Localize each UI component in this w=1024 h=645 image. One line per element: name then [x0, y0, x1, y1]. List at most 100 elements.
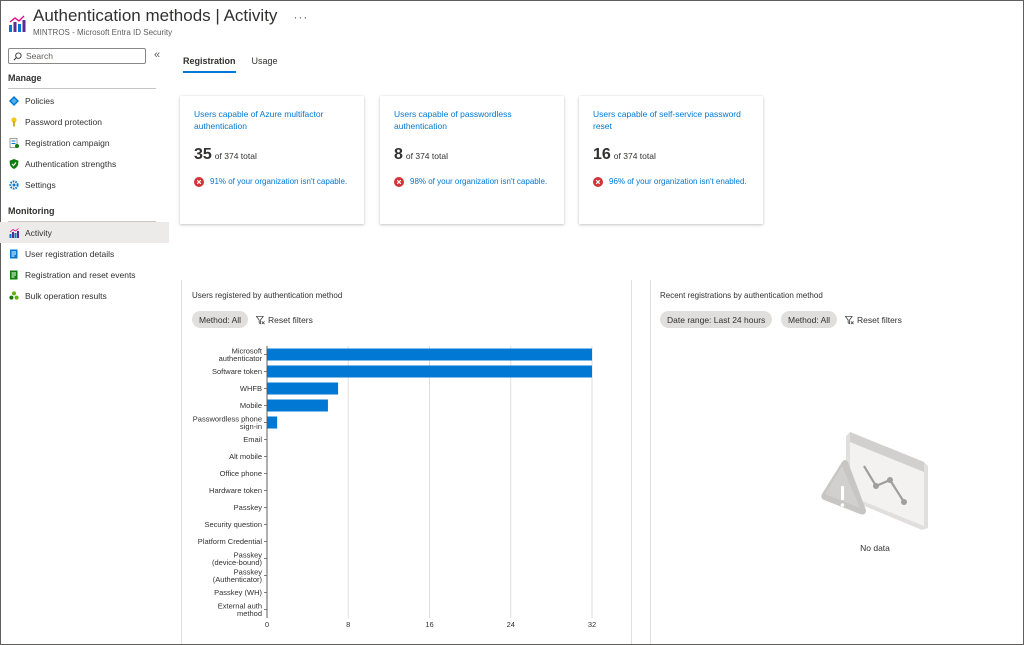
method-filter-pill[interactable]: Method: All [192, 311, 249, 328]
collapse-sidebar-button[interactable]: « [154, 49, 161, 61]
people-icon [9, 290, 19, 300]
method-filter-pill[interactable]: Method: All [781, 311, 838, 328]
sidebar-item-policies[interactable]: Policies [0, 90, 169, 111]
sidebar-item-registration-and-reset-events[interactable]: Registration and reset events [0, 264, 169, 285]
error-icon [394, 177, 404, 187]
sidebar-item-label: User registration details [25, 248, 115, 259]
sidebar-item-bulk-operation-results[interactable]: Bulk operation results [0, 285, 169, 306]
filter-reset-icon [845, 315, 854, 324]
date-range-filter-pill[interactable]: Date range: Last 24 hours [660, 311, 773, 328]
y-tick-label: Alt mobile [229, 452, 262, 461]
sidebar-item-label: Activity [25, 227, 52, 238]
reset-filters-button[interactable]: Reset filters [845, 315, 902, 325]
key-icon [11, 116, 17, 126]
bar-chart-icon [9, 227, 19, 238]
filter-reset-icon [256, 315, 265, 324]
y-tick-label: Passwordless phone sign-in [193, 414, 262, 431]
search-box[interactable] [8, 48, 146, 64]
sidebar-item-label: Password protection [25, 116, 103, 127]
panel-border [650, 280, 651, 644]
error-icon [194, 177, 204, 187]
y-tick-label: Platform Credential [198, 537, 263, 546]
recent-registrations-title: Recent registrations by authentication m… [660, 291, 823, 300]
card-count: 16 [593, 146, 611, 163]
page-title: Authentication methods | Activity [33, 6, 278, 25]
no-data-label: No data [860, 543, 890, 553]
sidebar-item-label: Bulk operation results [25, 290, 107, 301]
campaign-icon [9, 137, 19, 148]
shield-icon [9, 158, 19, 169]
card-total: of 374 total [214, 151, 257, 161]
card-title[interactable]: Users capable of Azure multifactor authe… [194, 109, 324, 131]
sidebar-item-password-protection[interactable]: Password protection [0, 111, 169, 132]
x-tick-label: 16 [425, 620, 433, 629]
card-title[interactable]: Users capable of passwordless authentica… [394, 109, 512, 131]
tab-bar: Registration Usage [183, 56, 294, 73]
x-tick-label: 0 [265, 620, 269, 629]
page-header: Authentication methods | Activity ··· MI… [8, 6, 308, 42]
y-tick-label: Passkey (WH) [214, 588, 262, 597]
y-tick-label: Passkey [234, 503, 263, 512]
card-title[interactable]: Users capable of self-service password r… [593, 109, 741, 131]
sidebar-item-label: Authentication strengths [25, 158, 117, 169]
bar [267, 365, 592, 378]
panel-border [631, 280, 632, 644]
section-divider [8, 221, 156, 222]
tab-registration[interactable]: Registration [183, 56, 236, 73]
error-icon [593, 177, 603, 187]
bar [267, 399, 328, 412]
bar [267, 348, 592, 361]
sidebar-item-authentication-strengths[interactable]: Authentication strengths [0, 153, 169, 174]
activity-chart-icon [9, 15, 26, 32]
sidebar-item-activity[interactable]: Activity [0, 222, 169, 243]
y-tick-label: Microsoft authenticator [219, 346, 263, 363]
no-data-illustration-icon [821, 432, 928, 530]
card-warning-link[interactable]: 98% of your organization isn't capable. [410, 177, 548, 186]
y-tick-label: Mobile [240, 401, 262, 410]
sidebar-item-label: Registration campaign [25, 137, 110, 148]
tab-usage[interactable]: Usage [251, 56, 278, 66]
y-tick-label: Office phone [220, 469, 262, 478]
more-options-button[interactable]: ··· [293, 10, 309, 24]
page-subtitle: MINTROS - Microsoft Entra ID Security [33, 28, 173, 37]
sidebar-item-settings[interactable]: Settings [0, 174, 169, 195]
events-icon [10, 270, 18, 279]
sidebar-item-label: Settings [25, 179, 56, 190]
y-tick-label: Passkey (Authenticator) [213, 567, 263, 584]
monitoring-section-label: Monitoring [8, 206, 55, 216]
search-icon [13, 51, 22, 60]
card-count: 8 [394, 146, 403, 163]
manage-section-label: Manage [8, 73, 42, 83]
sidebar-item-label: Registration and reset events [25, 269, 136, 280]
sspr-capable-card: Users capable of self-service password r… [579, 96, 763, 224]
y-tick-label: Security question [204, 520, 262, 529]
y-tick-label: WHFB [240, 384, 262, 393]
bar [267, 382, 339, 395]
y-tick-label: Passkey (device-bound) [212, 550, 263, 567]
y-tick-label: External auth method [218, 601, 262, 618]
registered-methods-bar-chart: 0 8 16 24 32 Microsoft authenticator Software t… [193, 346, 596, 629]
card-total: of 374 total [405, 151, 448, 161]
user-details-icon [10, 249, 18, 258]
x-tick-label: 24 [507, 620, 515, 629]
y-tick-label: Software token [212, 367, 262, 376]
mfa-capable-card: Users capable of Azure multifactor authe… [180, 96, 364, 224]
x-tick-label: 8 [346, 620, 350, 629]
gear-icon [9, 179, 19, 190]
sidebar-item-user-registration-details[interactable]: User registration details [0, 243, 169, 264]
card-total: of 374 total [613, 151, 656, 161]
y-tick-label: Email [243, 435, 262, 444]
sidebar-item-label: Policies [25, 95, 55, 106]
search-input[interactable] [26, 51, 136, 61]
card-warning-link[interactable]: 96% of your organization isn't enabled. [609, 177, 747, 186]
sidebar-item-registration-campaign[interactable]: Registration campaign [0, 132, 169, 153]
x-tick-label: 32 [588, 620, 596, 629]
passwordless-capable-card: Users capable of passwordless authentica… [380, 96, 564, 224]
sidebar: « Manage Policies Password protection Re… [0, 46, 170, 645]
card-warning-link[interactable]: 91% of your organization isn't capable. [210, 177, 348, 186]
reset-filters-label: Reset filters [857, 315, 902, 325]
reset-filters-button[interactable]: Reset filters [256, 315, 313, 325]
panel-border [181, 280, 182, 644]
y-tick-label: Hardware token [209, 486, 262, 495]
registered-chart-title: Users registered by authentication metho… [192, 291, 343, 300]
